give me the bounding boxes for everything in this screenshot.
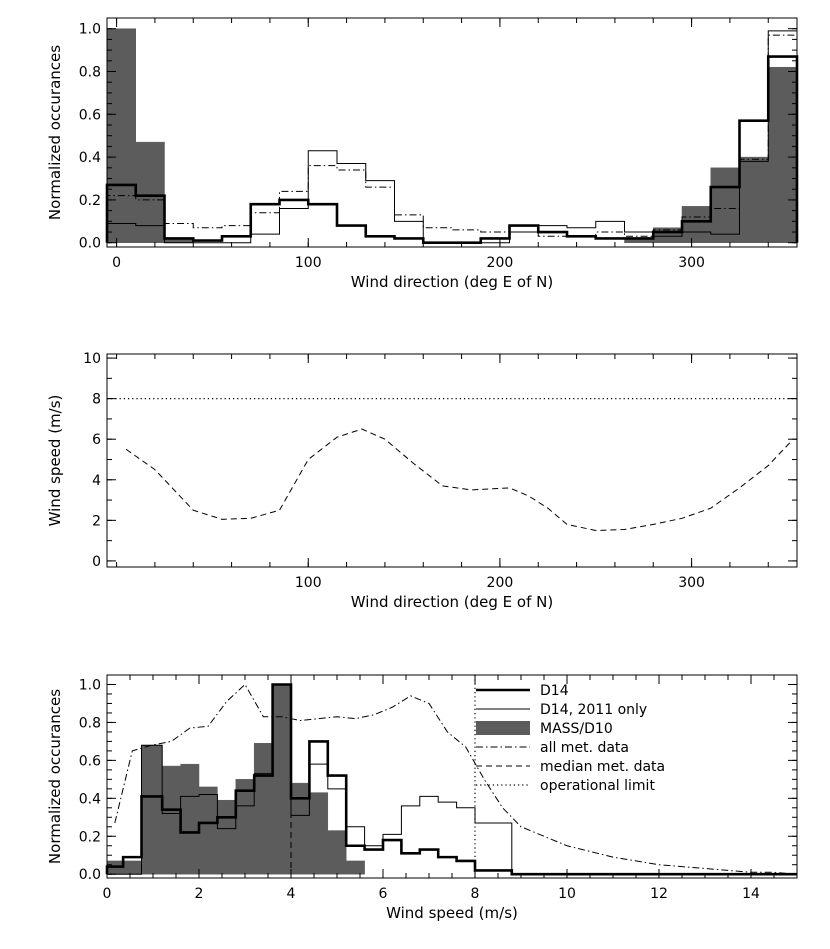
- x-tick-label: 4: [287, 886, 296, 902]
- y-tick-label: 0.2: [79, 193, 101, 209]
- x-tick-label: 100: [295, 575, 322, 591]
- x-tick-label: 200: [487, 255, 514, 271]
- bar-mass-d10: [135, 141, 165, 243]
- bar-mass-d10: [290, 782, 310, 875]
- y-tick-label: 1.0: [79, 22, 101, 38]
- y-tick-label: 2: [92, 513, 101, 529]
- y-axis-title: Wind speed (m/s): [46, 395, 64, 527]
- x-tick-label: 100: [295, 255, 322, 271]
- x-tick-label: 300: [678, 575, 705, 591]
- y-tick-label: 0.4: [79, 150, 101, 166]
- x-tick-label: 6: [379, 886, 388, 902]
- bar-mass-d10: [180, 763, 200, 875]
- bar-mass-d10: [235, 779, 255, 875]
- x-tick-label: 8: [471, 886, 480, 902]
- y-tick-label: 10: [83, 351, 101, 367]
- x-tick-label: 12: [650, 886, 668, 902]
- legend-label: all met. data: [540, 740, 629, 756]
- y-tick-label: 0.4: [79, 791, 101, 807]
- bar-mass-d10: [122, 860, 142, 875]
- legend: D14 D14, 2011 only MASS/D10 all met. data me…: [476, 683, 665, 794]
- y-axis-title: Normalized occurances: [46, 45, 64, 220]
- bar-mass-d10: [710, 167, 740, 243]
- speed-histogram-panel: 0 2 4 6 8 10 12 14 0.0 0.2 0.4 0.6 0.8 1.0 Wind speed …: [46, 674, 798, 922]
- bar-mass-d10: [309, 792, 329, 875]
- y-tick-label: 0.2: [79, 829, 101, 845]
- y-tick-label: 1.0: [79, 677, 101, 693]
- bar-mass-d10: [253, 743, 273, 875]
- y-tick-label: 0: [92, 554, 101, 570]
- bar-mass-d10: [768, 66, 798, 243]
- legend-swatch-filled: [476, 721, 530, 735]
- step-line-d14-2011-only: [107, 683, 797, 875]
- x-tick-label: 10: [558, 886, 576, 902]
- bar-mass-d10: [217, 799, 237, 875]
- bar-mass-d10: [272, 684, 292, 875]
- bar-mass-d10: [739, 156, 769, 243]
- y-tick-label: 0.8: [79, 715, 101, 731]
- y-tick-label: 8: [92, 392, 101, 408]
- y-tick-label: 0.0: [79, 236, 101, 252]
- bar-mass-d10: [141, 744, 163, 875]
- x-tick-label: 0: [103, 886, 112, 902]
- step-line-all-met-data: [106, 34, 798, 243]
- bar-mass-d10: [681, 206, 711, 243]
- median-speed-panel: 100 200 300 0 2 4 6 8 10 Wind direction (deg E of…: [46, 351, 798, 611]
- legend-label: MASS/D10: [540, 721, 613, 737]
- y-tick-label: 4: [92, 473, 101, 489]
- step-line-d14-2011-only: [106, 30, 798, 244]
- line-all-met-data: [114, 683, 798, 875]
- y-tick-label: 0.6: [79, 753, 101, 769]
- bar-mass-d10: [327, 830, 347, 875]
- line-median-met-data: [125, 428, 792, 531]
- y-tick-label: 0.0: [79, 867, 101, 883]
- direction-histogram-panel: 0 100 200 300 0.0 0.2 0.4 0.6 0.8 1.0 Wind directi…: [46, 17, 799, 291]
- x-tick-label: 0: [112, 255, 121, 271]
- plot-frame: [106, 353, 798, 568]
- x-tick-label: 14: [742, 886, 760, 902]
- legend-label: D14: [540, 683, 569, 699]
- plot-frame: [106, 17, 798, 248]
- x-axis-title: Wind speed (m/s): [386, 904, 518, 922]
- y-tick-label: 6: [92, 432, 101, 448]
- y-axis-title: Normalized occurances: [46, 689, 64, 864]
- bar-mass-d10: [198, 786, 218, 875]
- y-tick-label: 0.6: [79, 107, 101, 123]
- x-axis-title: Wind direction (deg E of N): [351, 273, 553, 291]
- x-tick-label: 200: [487, 575, 514, 591]
- bar-mass-d10: [345, 860, 365, 875]
- x-axis-title: Wind direction (deg E of N): [351, 593, 553, 611]
- x-tick-label: 2: [195, 886, 204, 902]
- legend-label: median met. data: [540, 759, 665, 775]
- legend-label: operational limit: [540, 778, 655, 794]
- y-tick-label: 0.8: [79, 65, 101, 81]
- x-tick-label: 300: [678, 255, 705, 271]
- legend-label: D14, 2011 only: [540, 702, 647, 718]
- bar-mass-d10: [161, 765, 181, 875]
